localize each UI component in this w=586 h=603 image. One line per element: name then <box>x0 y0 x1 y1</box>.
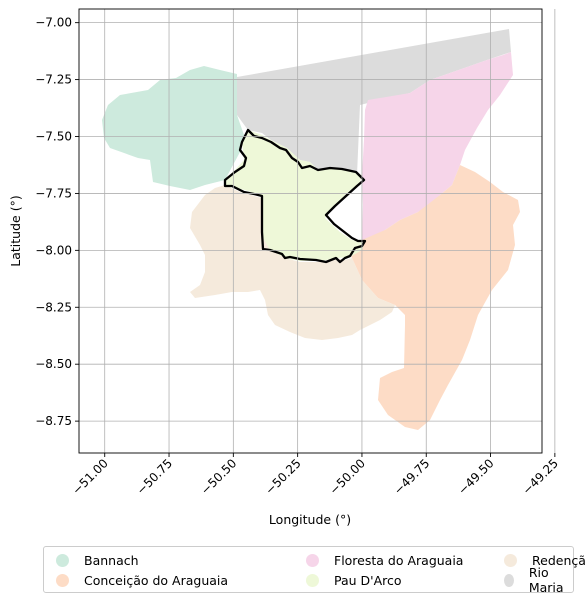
y-tick-label: −7.00 <box>35 16 72 30</box>
legend-item: Rio Maria <box>504 565 573 595</box>
y-tick-label: −7.50 <box>35 130 72 144</box>
region-floresta <box>362 52 513 240</box>
legend-label: Pau D'Arco <box>334 572 402 588</box>
pau-darco-outline <box>223 128 367 264</box>
x-tick-label: −50.75 <box>134 456 175 497</box>
x-tick-label: −50.00 <box>327 456 368 497</box>
y-tick-label: −8.75 <box>35 414 72 428</box>
legend-marker-icon <box>56 553 69 567</box>
legend: Bannach Conceição do Araguaia Floresta do … <box>43 546 586 595</box>
legend-item: Bannach <box>56 551 139 569</box>
legend-marker-icon <box>306 573 319 587</box>
legend-label: Floresta do Araguaia <box>334 552 464 568</box>
y-tick-label: −8.25 <box>35 300 72 314</box>
x-tick-label: −50.50 <box>198 456 239 497</box>
region-rio-maria <box>237 29 511 175</box>
legend-label: Redenção <box>532 552 586 568</box>
legend-label: Bannach <box>84 552 139 568</box>
legend-label: Conceição do Araguaia <box>84 572 229 588</box>
y-tick-label: −8.50 <box>35 357 72 371</box>
region-conceicao <box>345 165 520 430</box>
y-tick-label: −7.75 <box>35 186 72 200</box>
legend-item: Floresta do Araguaia <box>306 551 463 569</box>
legend-marker-icon <box>56 573 69 587</box>
legend-marker-icon <box>504 573 514 587</box>
x-tick-label: −50.25 <box>262 456 303 497</box>
legend-marker-icon <box>306 553 319 567</box>
y-tick-label: −7.25 <box>35 73 72 87</box>
region-redencao <box>190 185 395 340</box>
legend-marker-icon <box>504 553 517 567</box>
x-tick-label: −49.75 <box>391 456 432 497</box>
y-axis-label: Latitude (°) <box>8 195 23 266</box>
map-regions <box>102 29 520 430</box>
region-pau-darco <box>225 130 365 261</box>
legend-item: Redenção <box>504 551 586 569</box>
legend-item: Pau D'Arco <box>306 571 402 589</box>
x-tick-label: −51.00 <box>70 456 111 497</box>
x-tick-label: −49.50 <box>455 456 496 497</box>
x-axis-label: Longitude (°) <box>269 512 351 527</box>
legend-label: Rio Maria <box>528 565 564 595</box>
plot-frame <box>78 8 543 454</box>
grid-lines <box>79 9 556 453</box>
region-bannach <box>102 66 244 190</box>
legend-item: Conceição do Araguaia <box>56 571 228 589</box>
x-tick-label: −49.25 <box>520 456 561 497</box>
y-tick-label: −8.00 <box>35 243 72 257</box>
